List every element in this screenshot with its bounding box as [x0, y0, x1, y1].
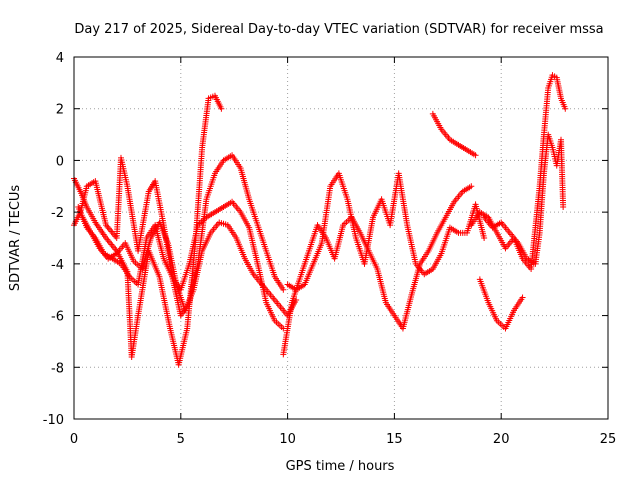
y-tick-label: 2 — [56, 103, 64, 118]
y-tick-label: -10 — [43, 413, 64, 428]
y-tick-label: -4 — [51, 258, 64, 273]
x-tick-label: 20 — [493, 432, 510, 447]
data-point — [519, 294, 526, 301]
x-tick-label: 5 — [177, 432, 185, 447]
y-tick-label: -8 — [51, 361, 64, 376]
data-point — [280, 286, 287, 293]
data-point — [472, 152, 479, 159]
data-point — [468, 183, 475, 190]
y-tick-label: 0 — [56, 154, 64, 169]
y-tick-label: 4 — [56, 51, 64, 66]
axes: 0 5 10 15 20 25 -10 -8 -6 -4 -2 0 2 4 — [43, 51, 617, 447]
x-tick-label: 10 — [279, 432, 296, 447]
plot-frame — [73, 56, 609, 420]
data-point — [560, 203, 567, 210]
data-point — [562, 105, 569, 112]
x-axis-label: GPS time / hours — [286, 459, 395, 474]
y-tick-label: -2 — [51, 206, 64, 221]
x-tick-label: 0 — [70, 432, 78, 447]
y-axis-label: SDTVAR / TECUs — [8, 185, 23, 292]
y-tick-label: -6 — [51, 310, 64, 325]
data-marks — [71, 72, 569, 368]
chart-title: Day 217 of 2025, Sidereal Day-to-day VTE… — [74, 22, 603, 37]
data-point — [218, 105, 225, 112]
x-tick-label: 25 — [600, 432, 617, 447]
data-point — [481, 235, 488, 241]
x-tick-label: 15 — [386, 432, 403, 447]
